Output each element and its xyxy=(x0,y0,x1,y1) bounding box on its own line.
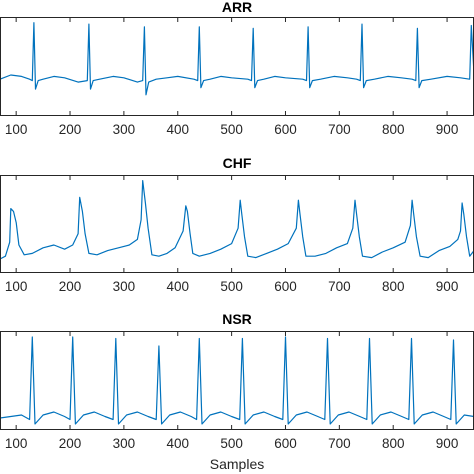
x-tick-label-nsr-800: 800 xyxy=(382,436,405,451)
x-tick-label-arr-300: 300 xyxy=(113,122,136,137)
x-tick-label-chf-300: 300 xyxy=(113,279,136,294)
x-tick-label-chf-700: 700 xyxy=(328,279,351,294)
x-tick-label-chf-400: 400 xyxy=(166,279,189,294)
axes-frame-chf xyxy=(0,175,474,273)
x-tick-label-chf-100: 100 xyxy=(5,279,28,294)
x-tick-label-chf-200: 200 xyxy=(59,279,82,294)
signal-line-arr xyxy=(0,22,474,96)
panel-chf: CHF 100 200 300 400 500 600 700 800 900 xyxy=(0,155,474,294)
x-tick-label-nsr-400: 400 xyxy=(166,436,189,451)
x-tick-label-arr-400: 400 xyxy=(166,122,189,137)
x-tick-label-arr-900: 900 xyxy=(436,122,459,137)
x-tick-label-chf-600: 600 xyxy=(274,279,297,294)
x-tick-label-chf-500: 500 xyxy=(220,279,243,294)
x-tick-label-chf-900: 900 xyxy=(436,279,459,294)
x-tick-label-arr-700: 700 xyxy=(328,122,351,137)
x-tick-label-nsr-900: 900 xyxy=(436,436,459,451)
panel-arr: ARR 100 200 300 400 500 600 700 800 900 xyxy=(0,0,474,137)
x-tick-label-nsr-100: 100 xyxy=(5,436,28,451)
chart-title-arr: ARR xyxy=(222,0,252,15)
chart-title-nsr: NSR xyxy=(222,311,252,327)
x-tick-label-chf-800: 800 xyxy=(382,279,405,294)
x-tick-label-arr-200: 200 xyxy=(59,122,82,137)
axes-frame-arr xyxy=(0,17,474,116)
x-tick-label-nsr-300: 300 xyxy=(113,436,136,451)
chart-title-chf: CHF xyxy=(223,155,252,171)
panel-nsr: NSR 100 200 300 400 500 600 700 800 900 Samples xyxy=(0,311,474,472)
x-tick-label-arr-100: 100 xyxy=(5,122,28,137)
x-tick-label-arr-600: 600 xyxy=(274,122,297,137)
x-tick-label-nsr-200: 200 xyxy=(59,436,82,451)
x-tick-label-nsr-700: 700 xyxy=(328,436,351,451)
x-tick-label-nsr-500: 500 xyxy=(220,436,243,451)
signal-line-chf xyxy=(0,180,474,260)
x-axis-label: Samples xyxy=(210,456,264,472)
x-tick-label-arr-500: 500 xyxy=(220,122,243,137)
signal-line-nsr xyxy=(0,336,474,425)
x-tick-label-nsr-600: 600 xyxy=(274,436,297,451)
x-tick-label-arr-800: 800 xyxy=(382,122,405,137)
